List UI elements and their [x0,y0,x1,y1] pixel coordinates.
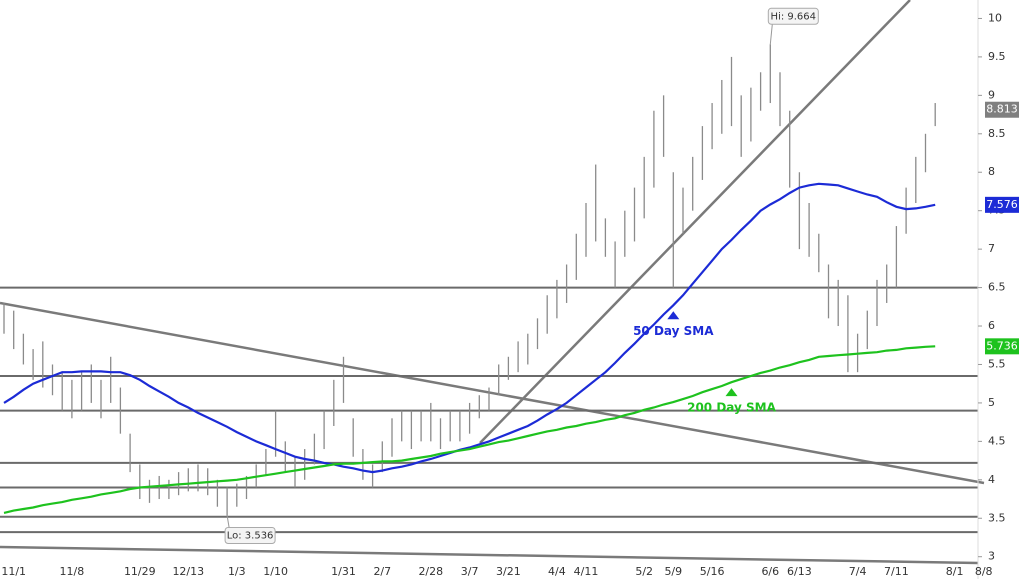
trendline [0,301,985,485]
x-tick-label: 1/10 [263,565,288,578]
x-tick-label: 5/16 [700,565,725,578]
last-value-badge [985,101,1019,118]
last-value-label: 5.736 [986,339,1018,352]
x-tick-label: 11/1 [1,565,26,578]
trendlines [0,0,985,565]
trendline [479,0,911,444]
last-value-label: 8.813 [986,103,1018,116]
y-tick-label: 4.5 [988,434,1006,447]
label-marker [725,388,738,397]
annotation: Lo: 3.536 [224,515,276,544]
x-tick-label: 2/28 [418,565,443,578]
annotation-connector [769,24,773,45]
y-tick-label: 4 [988,473,995,486]
y-tick-label: 8 [988,165,995,178]
series-label: 50 Day SMA [633,324,714,338]
y-tick-label: 5 [988,396,995,409]
x-tick-label: 7/11 [884,565,909,578]
sma-line [3,182,936,474]
annotation-label: Hi: 9.664 [771,11,816,22]
y-tick-label: 6.5 [988,281,1006,294]
sma-line [3,345,936,514]
y-tick-label: 8.5 [988,127,1006,140]
x-tick-label: 11/8 [60,565,85,578]
y-tick-label: 3.5 [988,511,1006,524]
x-tick-label: 12/13 [172,565,204,578]
annotation-box [224,526,276,544]
x-tick-label: 5/2 [635,565,653,578]
x-tick-label: 1/31 [331,565,356,578]
x-tick-label: 7/4 [849,565,867,578]
y-tick-label: 10 [988,11,1002,24]
trendline [0,545,979,565]
x-tick-label: 6/13 [787,565,812,578]
last-value-label: 7.576 [986,198,1018,211]
series-label: 200 Day SMA [687,401,777,415]
y-tick-label: 3 [988,550,995,563]
x-tick-label: 8/1 [946,565,964,578]
annotation-label: Lo: 3.536 [227,530,274,541]
annotation-connector [226,515,230,528]
x-tick-label: 5/9 [664,565,682,578]
label-marker [667,311,680,320]
x-tick-label: 3/7 [461,565,479,578]
x-tick-label: 8/8 [975,565,993,578]
annotation-box [767,7,819,25]
last-value-badge [985,196,1019,213]
y-tick-label: 5.5 [988,357,1006,370]
x-tick-label: 6/6 [761,565,779,578]
x-tick-label: 1/3 [228,565,246,578]
x-tick-label: 4/11 [574,565,599,578]
y-tick-label: 9 [988,88,995,101]
x-tick-label: 3/21 [496,565,521,578]
x-tick-label: 2/7 [373,565,391,578]
x-tick-label: 11/29 [124,565,156,578]
last-value-badge [985,338,1019,355]
annotation: Hi: 9.664 [767,7,819,45]
y-tick-label: 6 [988,319,995,332]
y-tick-label: 9.5 [988,50,1006,63]
x-tick-label: 4/4 [548,565,566,578]
y-tick-label: 7 [988,242,995,255]
